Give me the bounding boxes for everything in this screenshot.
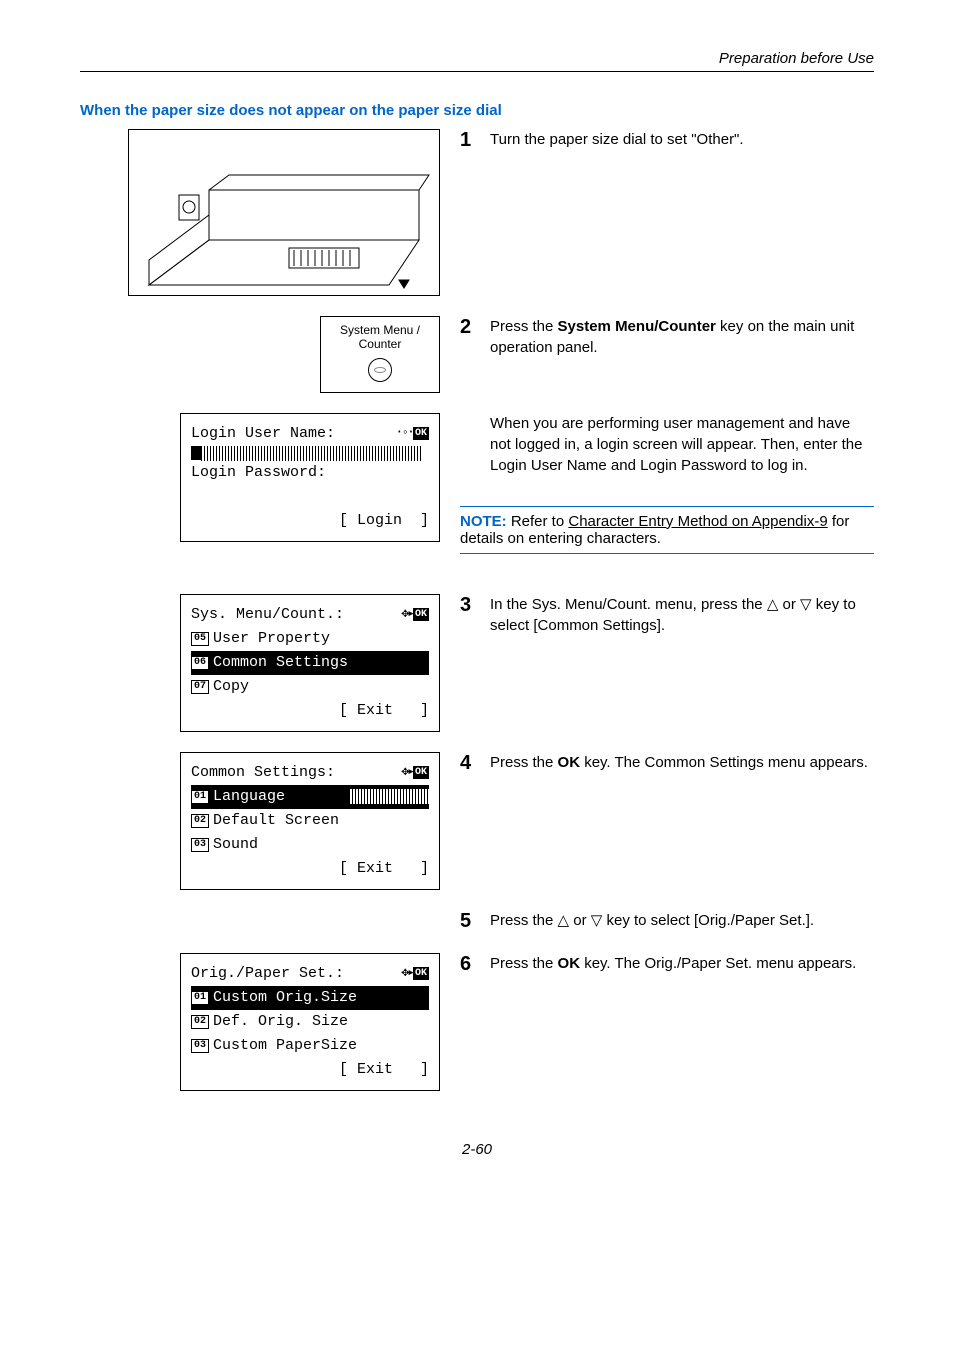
lcd-sys-menu: Sys. Menu/Count.:✥▸OK 05User Property 06… xyxy=(180,594,440,732)
note-link[interactable]: Character Entry Method on Appendix-9 xyxy=(568,513,827,530)
row-step4: Common Settings:✥▸OK 01Language 02Defaul… xyxy=(80,752,874,890)
down-triangle-icon: ▽ xyxy=(591,912,603,929)
page: Preparation before Use When the paper si… xyxy=(0,0,954,1198)
list-item[interactable]: 05User Property xyxy=(191,627,429,651)
up-triangle-icon: △ xyxy=(558,912,570,929)
page-footer: 2-60 xyxy=(80,1141,874,1158)
login-info-text: When you are performing user management … xyxy=(490,413,874,476)
note-label: NOTE: xyxy=(460,513,507,530)
step-text: Press the System Menu/Counter key on the… xyxy=(490,316,874,358)
ok-icon: OK xyxy=(413,967,429,980)
list-item[interactable]: 03Sound xyxy=(191,833,429,857)
exit-button[interactable]: [ Exit ] xyxy=(191,699,429,723)
nav-cursor-icon: ⋅◦⋅ xyxy=(396,423,413,444)
list-item[interactable]: 01Custom Orig.Size xyxy=(191,986,429,1010)
down-triangle-icon: ▽ xyxy=(800,596,812,613)
nav-arrows-icon: ✥▸ xyxy=(401,963,413,984)
system-menu-counter-key: System Menu / Counter xyxy=(320,316,440,393)
list-item[interactable]: 02Def. Orig. Size xyxy=(191,1010,429,1034)
section-title: When the paper size does not appear on t… xyxy=(80,102,874,119)
row-step3: Sys. Menu/Count.:✥▸OK 05User Property 06… xyxy=(80,594,874,732)
exit-button[interactable]: [ Exit ] xyxy=(191,857,429,881)
row-step2: System Menu / Counter 2 Press the System… xyxy=(80,316,874,393)
sysmenu-button-icon xyxy=(368,358,392,382)
list-item[interactable]: 03Custom PaperSize xyxy=(191,1034,429,1058)
list-item[interactable]: 02Default Screen xyxy=(191,809,429,833)
page-header: Preparation before Use xyxy=(80,50,874,72)
login-button[interactable]: [ Login ] xyxy=(191,509,429,533)
step-number: 6 xyxy=(460,953,490,976)
nav-arrows-icon: ✥▸ xyxy=(401,604,413,625)
step-text: Press the △ or ▽ key to select [Orig./Pa… xyxy=(490,910,814,931)
lcd-common-settings: Common Settings:✥▸OK 01Language 02Defaul… xyxy=(180,752,440,890)
nav-arrows-icon: ✥▸ xyxy=(401,762,413,783)
up-triangle-icon: △ xyxy=(767,596,779,613)
ok-icon: OK xyxy=(413,608,429,621)
step-number: 1 xyxy=(460,129,490,152)
list-item[interactable]: 01Language xyxy=(191,785,429,809)
note-box: NOTE: Refer to Character Entry Method on… xyxy=(460,506,874,554)
cursor-icon xyxy=(191,446,201,460)
list-item[interactable]: 06Common Settings xyxy=(191,651,429,675)
ok-icon: OK xyxy=(413,427,429,440)
input-hatch xyxy=(201,446,421,461)
sysmenu-label-2: Counter xyxy=(327,337,433,351)
row-step6: Orig./Paper Set.:✥▸OK 01Custom Orig.Size… xyxy=(80,953,874,1091)
step-text: Press the OK key. The Orig./Paper Set. m… xyxy=(490,953,856,974)
list-item[interactable]: 07Copy xyxy=(191,675,429,699)
lcd-login: Login User Name:⋅◦⋅OK Login Password: [ … xyxy=(180,413,440,542)
ok-icon: OK xyxy=(413,766,429,779)
exit-button[interactable]: [ Exit ] xyxy=(191,1058,429,1082)
row-login: Login User Name:⋅◦⋅OK Login Password: [ … xyxy=(80,413,874,574)
lcd-orig-paper: Orig./Paper Set.:✥▸OK 01Custom Orig.Size… xyxy=(180,953,440,1091)
sel-hatch xyxy=(349,789,429,804)
step-number: 4 xyxy=(460,752,490,775)
step-text: Press the OK key. The Common Settings me… xyxy=(490,752,868,773)
step-text: In the Sys. Menu/Count. menu, press the … xyxy=(490,594,874,636)
row-step5: 5 Press the △ or ▽ key to select [Orig./… xyxy=(80,910,874,933)
row-step1: 1 Turn the paper size dial to set "Other… xyxy=(80,129,874,296)
sysmenu-label-1: System Menu / xyxy=(327,323,433,337)
step-number: 5 xyxy=(460,910,490,933)
step-number: 3 xyxy=(460,594,490,617)
step-text: Turn the paper size dial to set "Other". xyxy=(490,129,744,150)
step-number: 2 xyxy=(460,316,490,339)
printer-illustration xyxy=(128,129,440,296)
